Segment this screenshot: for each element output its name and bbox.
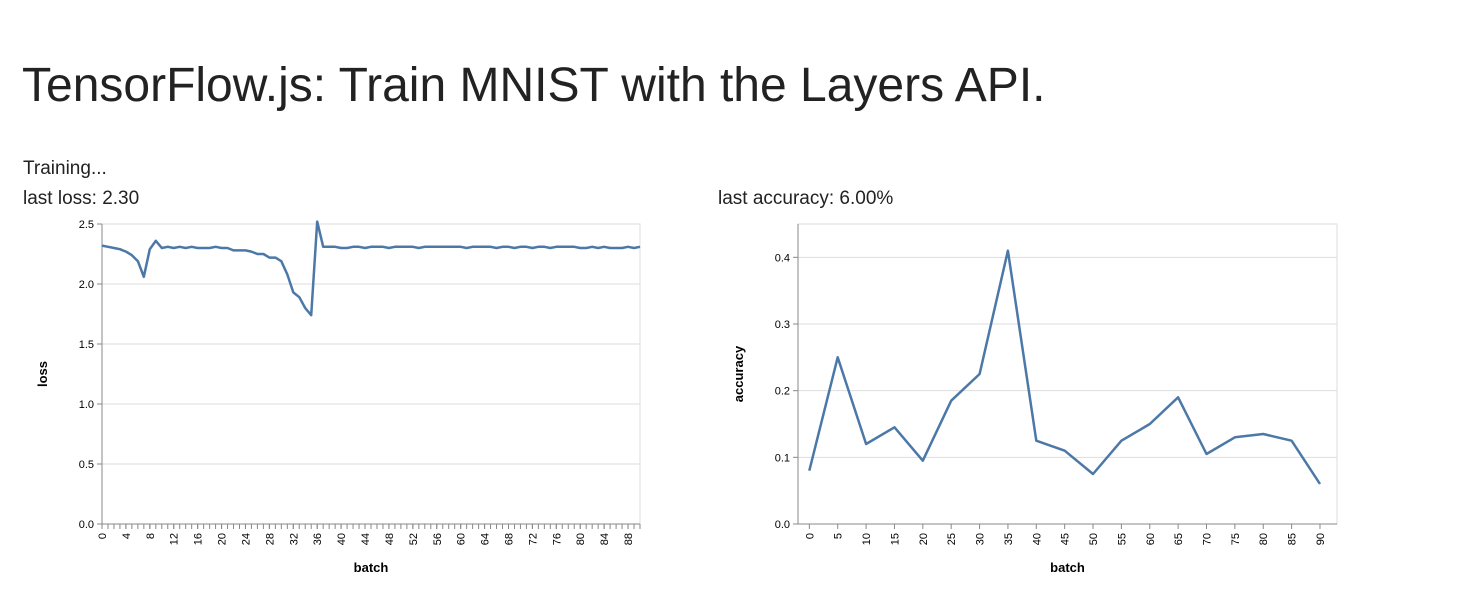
x-axis-title: batch: [1050, 560, 1085, 575]
x-tick-label: 80: [575, 533, 587, 545]
x-tick-label: 50: [1088, 533, 1100, 545]
x-tick-label: 4: [121, 533, 133, 539]
plot-frame: [797, 223, 1338, 525]
last-loss-label: last loss: 2.30: [23, 188, 140, 209]
x-tick-label: 76: [551, 533, 563, 545]
x-tick-label: 88: [623, 533, 635, 545]
page-title: TensorFlow.js: Train MNIST with the Laye…: [22, 59, 1046, 112]
x-tick-label: 36: [312, 533, 324, 545]
series-line: [101, 220, 641, 317]
y-tick-label: 0.1: [775, 452, 790, 464]
y-tick-label: 1.0: [79, 399, 94, 411]
x-tick-label: 35: [1003, 533, 1015, 545]
x-tick-label: 90: [1315, 533, 1327, 545]
y-tick-label: 0.3: [775, 319, 790, 331]
x-tick-label: 20: [217, 533, 229, 545]
x-tick-label: 68: [503, 533, 515, 545]
x-tick-label: 15: [889, 533, 901, 545]
x-tick-label: 44: [360, 533, 372, 545]
x-tick-label: 5: [833, 533, 845, 539]
x-tick-label: 40: [336, 533, 348, 545]
x-tick-label: 24: [240, 533, 252, 545]
x-tick-label: 55: [1116, 533, 1128, 545]
y-axis-title: loss: [35, 361, 50, 387]
x-axis-title: batch: [354, 560, 389, 575]
x-tick-label: 45: [1060, 533, 1072, 545]
y-axis-title: accuracy: [731, 345, 746, 402]
x-tick-label: 32: [288, 533, 300, 545]
x-tick-label: 48: [384, 533, 396, 545]
y-tick-label: 0.0: [79, 519, 94, 531]
x-tick-label: 12: [169, 533, 181, 545]
x-tick-label: 52: [408, 533, 420, 545]
y-tick-label: 1.5: [79, 339, 94, 351]
x-tick-label: 65: [1173, 533, 1185, 545]
x-tick-label: 56: [432, 533, 444, 545]
x-tick-label: 64: [480, 533, 492, 545]
x-tick-label: 70: [1202, 533, 1214, 545]
x-tick-label: 85: [1287, 533, 1299, 545]
x-tick-label: 80: [1258, 533, 1270, 545]
y-tick-label: 0.4: [775, 252, 790, 264]
training-status: Training...: [23, 158, 107, 179]
x-tick-label: 60: [456, 533, 468, 545]
y-tick-label: 0.5: [79, 459, 94, 471]
x-tick-label: 25: [946, 533, 958, 545]
x-tick-label: 40: [1031, 533, 1043, 545]
x-tick-label: 84: [599, 533, 611, 545]
x-tick-label: 30: [975, 533, 987, 545]
x-tick-label: 72: [527, 533, 539, 545]
x-tick-label: 0: [804, 533, 816, 539]
y-tick-label: 2.5: [79, 219, 94, 231]
x-tick-label: 0: [97, 533, 109, 539]
series-line: [808, 249, 1322, 485]
y-tick-label: 2.0: [79, 279, 94, 291]
plot-frame: [101, 223, 641, 525]
last-accuracy-label: last accuracy: 6.00%: [718, 188, 894, 209]
x-tick-label: 10: [861, 533, 873, 545]
x-tick-label: 75: [1230, 533, 1242, 545]
x-tick-label: 16: [193, 533, 205, 545]
y-tick-label: 0.2: [775, 386, 790, 398]
x-tick-label: 20: [918, 533, 930, 545]
x-tick-label: 8: [145, 533, 157, 539]
x-tick-label: 28: [264, 533, 276, 545]
loss-chart: 0.00.51.01.52.02.50 4 8 12 16 20 24 28 32 36 40 44 4…: [35, 219, 641, 575]
accuracy-chart: 0.0 0.1 0.2 0.3 0.4 0 5 10 15 20 25 30 35 40 45 50 55 60 6…: [731, 223, 1338, 575]
y-tick-label: 0.0: [775, 519, 790, 531]
x-tick-label: 60: [1145, 533, 1157, 545]
